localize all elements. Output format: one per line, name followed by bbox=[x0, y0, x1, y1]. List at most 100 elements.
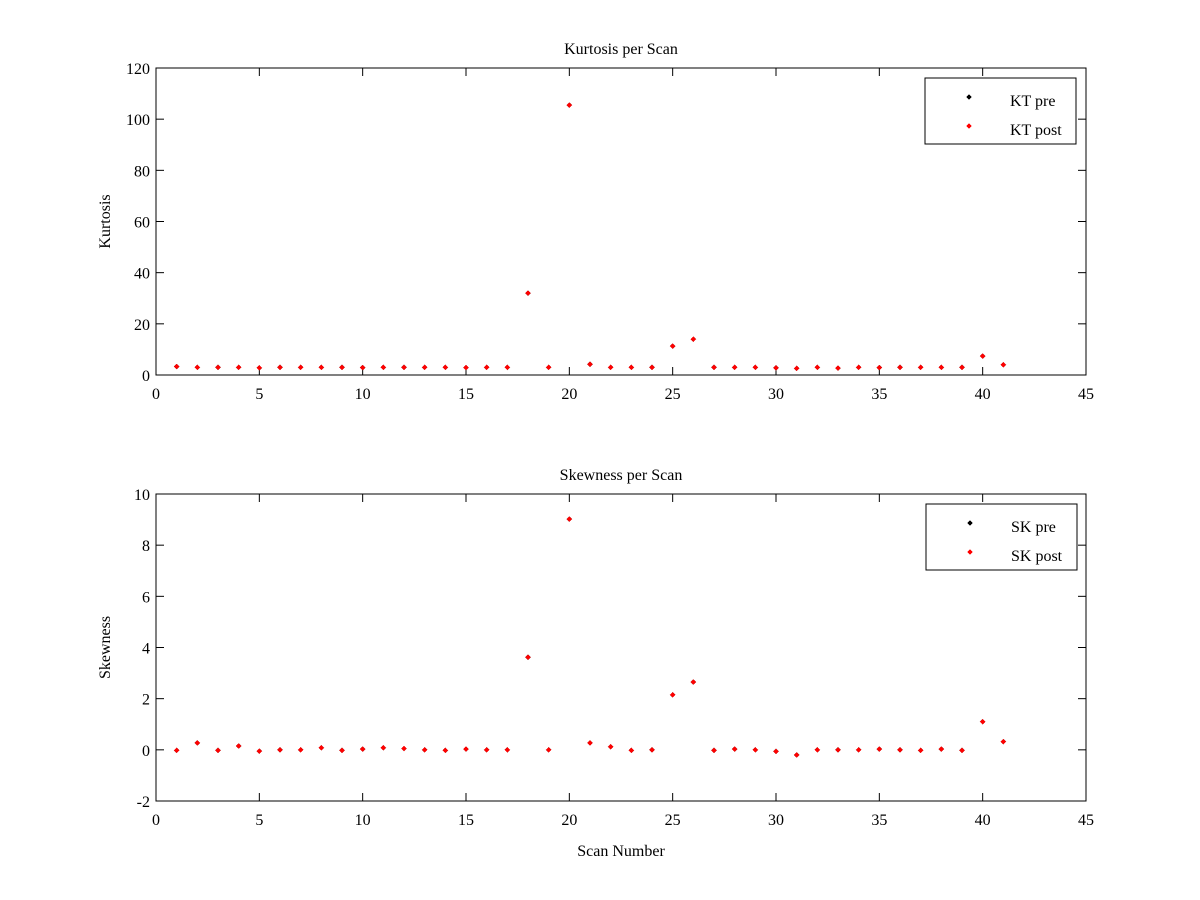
skewness-x-tick-label: 30 bbox=[768, 812, 784, 829]
kurtosis-data-point bbox=[339, 364, 345, 371]
kurtosis-x-tick-label: 35 bbox=[871, 386, 887, 403]
skewness-y-tick-label: 0 bbox=[142, 743, 150, 760]
kurtosis-data-point bbox=[731, 364, 738, 371]
kurtosis-y-tick-label: 80 bbox=[134, 163, 150, 180]
skewness-data-point bbox=[566, 516, 573, 522]
kurtosis-x-tick-label: 10 bbox=[355, 386, 371, 403]
kurtosis-data-point bbox=[545, 364, 552, 371]
skewness-y-tick-label: 8 bbox=[142, 538, 150, 555]
skewness-data-point bbox=[463, 746, 469, 752]
skewness-data-point bbox=[173, 747, 180, 754]
kurtosis-data-point bbox=[215, 364, 221, 371]
skewness-x-tick-label: 10 bbox=[355, 812, 371, 829]
kurtosis-chart-title: Kurtosis per Scan bbox=[564, 41, 678, 58]
skewness-x-tick-label: 0 bbox=[152, 812, 160, 829]
skewness-chart-title: Skewness per Scan bbox=[560, 467, 683, 484]
kurtosis-data-point bbox=[194, 364, 201, 371]
skewness-data-point bbox=[215, 747, 221, 754]
kurtosis-data-point bbox=[277, 364, 283, 371]
skewness-y-axis-label: Skewness bbox=[97, 616, 114, 679]
kurtosis-data-point bbox=[504, 364, 511, 371]
skewness-data-point bbox=[194, 740, 201, 746]
skewness-data-point bbox=[649, 746, 655, 753]
skewness-data-point bbox=[752, 746, 759, 753]
kurtosis-legend-marker bbox=[966, 123, 972, 129]
kurtosis-data-point bbox=[318, 364, 325, 371]
kurtosis-y-tick-label: 60 bbox=[134, 215, 150, 232]
skewness-data-point bbox=[773, 748, 779, 755]
skewness-data-point bbox=[690, 679, 697, 685]
skewness-data-point bbox=[855, 746, 862, 753]
skewness-data-point bbox=[504, 746, 511, 753]
skewness-legend-marker bbox=[967, 520, 973, 526]
skewness-data-point bbox=[421, 746, 428, 753]
kurtosis-legend-box bbox=[924, 77, 1077, 145]
skewness-data-point bbox=[339, 747, 345, 754]
kurtosis-data-point bbox=[256, 364, 263, 371]
skewness-legend-label: SK pre bbox=[1011, 519, 1056, 536]
kurtosis-x-tick-label: 40 bbox=[975, 386, 991, 403]
skewness-legend-label: SK post bbox=[1011, 548, 1063, 565]
kurtosis-data-point bbox=[773, 364, 779, 371]
skewness-data-point bbox=[401, 745, 407, 752]
skewness-series-post bbox=[173, 516, 1007, 758]
skewness-legend-marker bbox=[967, 549, 973, 555]
skewness-data-point bbox=[235, 743, 242, 749]
skewness-y-tick-label: 2 bbox=[142, 692, 150, 709]
kurtosis-data-point bbox=[793, 365, 800, 372]
kurtosis-data-point bbox=[959, 364, 965, 371]
kurtosis-x-tick-label: 15 bbox=[458, 386, 474, 403]
kurtosis-data-point bbox=[897, 364, 903, 371]
kurtosis-data-point bbox=[483, 364, 490, 371]
kurtosis-data-point bbox=[421, 364, 428, 371]
kurtosis-x-tick-label: 0 bbox=[152, 386, 160, 403]
skewness-data-point bbox=[442, 747, 449, 754]
skewness-data-point bbox=[959, 747, 965, 754]
kurtosis-legend: KT pre KT post bbox=[924, 77, 1077, 145]
kurtosis-data-point bbox=[917, 364, 924, 371]
kurtosis-y-tick-label: 0 bbox=[142, 368, 150, 385]
kurtosis-x-tick-label: 25 bbox=[665, 386, 681, 403]
skewness-data-point bbox=[256, 748, 263, 754]
kurtosis-legend-marker bbox=[966, 94, 972, 100]
skewness-x-tick-label: 35 bbox=[871, 812, 887, 829]
kurtosis-y-tick-label: 20 bbox=[134, 317, 150, 334]
skewness-x-tick-label: 5 bbox=[255, 812, 263, 829]
skewness-y-tick-label: 10 bbox=[134, 487, 150, 504]
skewness-x-tick-label: 45 bbox=[1078, 812, 1094, 829]
skewness-y-tick-label: -2 bbox=[137, 794, 150, 811]
kurtosis-x-tick-label: 30 bbox=[768, 386, 784, 403]
skewness-data-point bbox=[277, 746, 283, 753]
kurtosis-y-tick-label: 40 bbox=[134, 266, 150, 283]
kurtosis-data-point bbox=[566, 102, 573, 108]
kurtosis-data-point bbox=[1000, 361, 1007, 368]
kurtosis-data-point bbox=[979, 353, 986, 359]
kurtosis-panel: 0 5 10 15 20 25 30 35 40 45 0 20 40 60 80 100 120 Kurtosi… bbox=[97, 41, 1094, 403]
kurtosis-data-point bbox=[380, 364, 387, 371]
kurtosis-data-point bbox=[173, 363, 180, 370]
kurtosis-data-point bbox=[463, 364, 469, 371]
skewness-legend: SK pre SK post bbox=[925, 503, 1078, 571]
kurtosis-y-axis-label: Kurtosis bbox=[97, 194, 114, 248]
kurtosis-data-point bbox=[359, 364, 366, 371]
skewness-data-point bbox=[318, 744, 325, 751]
kurtosis-x-tick-label: 45 bbox=[1078, 386, 1094, 403]
skewness-data-point bbox=[545, 746, 552, 753]
skewness-data-point bbox=[380, 744, 387, 751]
skewness-data-point bbox=[1000, 738, 1007, 745]
skewness-data-point bbox=[483, 746, 490, 753]
skewness-x-tick-label: 40 bbox=[975, 812, 991, 829]
skewness-legend-box bbox=[925, 503, 1078, 571]
skewness-data-point bbox=[587, 740, 593, 746]
skewness-x-axis-label: Scan Number bbox=[577, 843, 665, 860]
skewness-data-point bbox=[938, 746, 945, 752]
kurtosis-data-point bbox=[855, 364, 862, 371]
kurtosis-data-point bbox=[876, 364, 883, 371]
skewness-data-point bbox=[359, 746, 366, 752]
skewness-data-point bbox=[731, 746, 738, 752]
kurtosis-data-point bbox=[711, 364, 717, 371]
kurtosis-data-point bbox=[587, 361, 593, 368]
